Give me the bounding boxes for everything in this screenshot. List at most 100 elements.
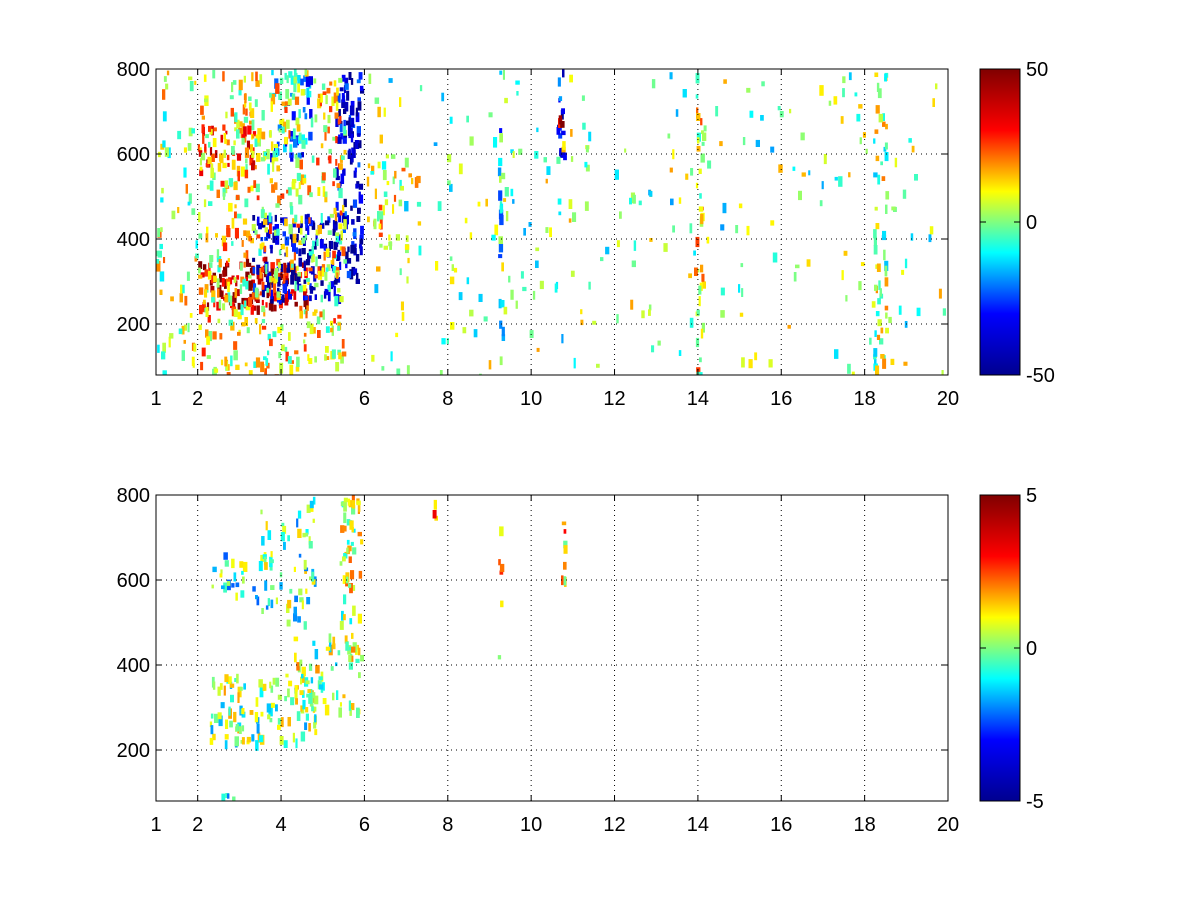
heatmap-cell bbox=[522, 286, 527, 292]
heatmap-cell bbox=[340, 133, 343, 140]
heatmap-cell bbox=[311, 155, 315, 163]
heatmap-cell bbox=[304, 214, 309, 224]
heatmap-cell bbox=[308, 131, 313, 141]
heatmap-cell bbox=[808, 170, 811, 176]
heatmap-cell bbox=[251, 134, 255, 139]
heatmap-cell bbox=[876, 334, 881, 340]
heatmap-cell bbox=[339, 123, 343, 133]
heatmap-cell bbox=[261, 608, 264, 614]
heatmap-cell bbox=[346, 547, 349, 554]
heatmap-cell bbox=[359, 244, 362, 249]
heatmap-cell bbox=[352, 547, 357, 555]
heatmap-cell bbox=[226, 139, 230, 146]
heatmap-cell bbox=[201, 115, 205, 120]
heatmap-cell bbox=[504, 187, 509, 197]
heatmap-cell bbox=[319, 239, 324, 249]
heatmap-cell bbox=[700, 264, 704, 273]
heatmap-cell bbox=[842, 88, 845, 98]
heatmap-cell bbox=[283, 541, 286, 550]
heatmap-cell bbox=[466, 115, 469, 123]
heatmap-cell bbox=[588, 131, 592, 142]
heatmap-cell bbox=[299, 305, 303, 313]
heatmap-cell bbox=[314, 706, 317, 712]
heatmap-cell bbox=[559, 148, 563, 156]
heatmap-cell bbox=[348, 500, 353, 508]
heatmap-cell bbox=[203, 199, 207, 208]
heatmap-cell bbox=[307, 253, 311, 263]
heatmap-cell bbox=[357, 101, 362, 111]
heatmap-cell bbox=[358, 143, 361, 148]
heatmap-cell bbox=[334, 212, 338, 222]
heatmap-cell bbox=[874, 358, 877, 367]
y-tick-label: 800 bbox=[117, 485, 150, 507]
heatmap-cell bbox=[333, 279, 338, 285]
heatmap-cell bbox=[309, 323, 314, 335]
heatmap-cell bbox=[159, 271, 165, 282]
heatmap-cell bbox=[264, 562, 268, 570]
heatmap-cell bbox=[499, 128, 503, 133]
heatmap-cell bbox=[259, 324, 262, 335]
colorbar-tick-label: -5 bbox=[1026, 791, 1044, 813]
heatmap-cell bbox=[277, 124, 283, 131]
heatmap-cell bbox=[258, 561, 263, 572]
heatmap-cell bbox=[245, 250, 249, 260]
heatmap-cell bbox=[498, 298, 502, 309]
heatmap-cell bbox=[290, 697, 295, 706]
heatmap-cell bbox=[357, 613, 362, 624]
heatmap-cell bbox=[261, 305, 265, 313]
heatmap-cell bbox=[241, 725, 245, 732]
heatmap-cell bbox=[447, 180, 451, 186]
heatmap-cell bbox=[255, 740, 259, 751]
heatmap-cell bbox=[291, 238, 294, 247]
heatmap-cell bbox=[388, 234, 391, 241]
heatmap-cell bbox=[401, 167, 406, 172]
heatmap-cell bbox=[479, 373, 482, 375]
heatmap-cell bbox=[585, 164, 590, 172]
heatmap-cell bbox=[358, 194, 364, 204]
heatmap-cell bbox=[761, 81, 765, 87]
heatmap-cell bbox=[651, 79, 656, 89]
heatmap-cell bbox=[200, 361, 204, 371]
heatmap-cell bbox=[261, 325, 267, 330]
heatmap-cell bbox=[935, 83, 938, 90]
heatmap-cell bbox=[400, 301, 404, 311]
heatmap-cell bbox=[305, 529, 309, 535]
heatmap-cell bbox=[272, 150, 277, 159]
heatmap-cell bbox=[755, 139, 760, 147]
heatmap-cell bbox=[286, 75, 289, 84]
heatmap-cell bbox=[250, 108, 255, 118]
heatmap-cell bbox=[298, 248, 302, 257]
heatmap-cell bbox=[688, 273, 692, 279]
heatmap-cell bbox=[306, 693, 310, 698]
heatmap-cell bbox=[845, 295, 848, 302]
heatmap-cell bbox=[354, 243, 357, 248]
heatmap-cell bbox=[207, 156, 212, 164]
heatmap-cell bbox=[298, 240, 303, 245]
heatmap-cell bbox=[230, 355, 233, 367]
heatmap-cell bbox=[318, 266, 323, 274]
heatmap-cell bbox=[404, 157, 409, 168]
heatmap-cell bbox=[873, 172, 878, 178]
heatmap-cell bbox=[337, 349, 341, 355]
heatmap-cell bbox=[504, 97, 508, 104]
heatmap-cell bbox=[279, 304, 283, 309]
heatmap-cell bbox=[281, 522, 285, 527]
heatmap-cell bbox=[334, 219, 337, 225]
heatmap-cell bbox=[247, 186, 251, 193]
heatmap-cell bbox=[220, 569, 223, 574]
heatmap-cell bbox=[699, 193, 702, 199]
heatmap-cell bbox=[296, 124, 301, 132]
heatmap-cell bbox=[346, 270, 352, 279]
heatmap-cell bbox=[221, 793, 226, 801]
heatmap-cell bbox=[295, 117, 300, 126]
heatmap-cell bbox=[208, 331, 212, 342]
heatmap-cell bbox=[528, 222, 532, 227]
heatmap-cell bbox=[235, 582, 240, 588]
heatmap-cell bbox=[516, 91, 519, 96]
heatmap-cell bbox=[649, 238, 653, 242]
heatmap-cell bbox=[271, 157, 275, 164]
heatmap-cell bbox=[246, 736, 251, 743]
heatmap-cell bbox=[700, 372, 703, 375]
heatmap-cell bbox=[914, 174, 918, 181]
heatmap-cell bbox=[213, 275, 217, 283]
